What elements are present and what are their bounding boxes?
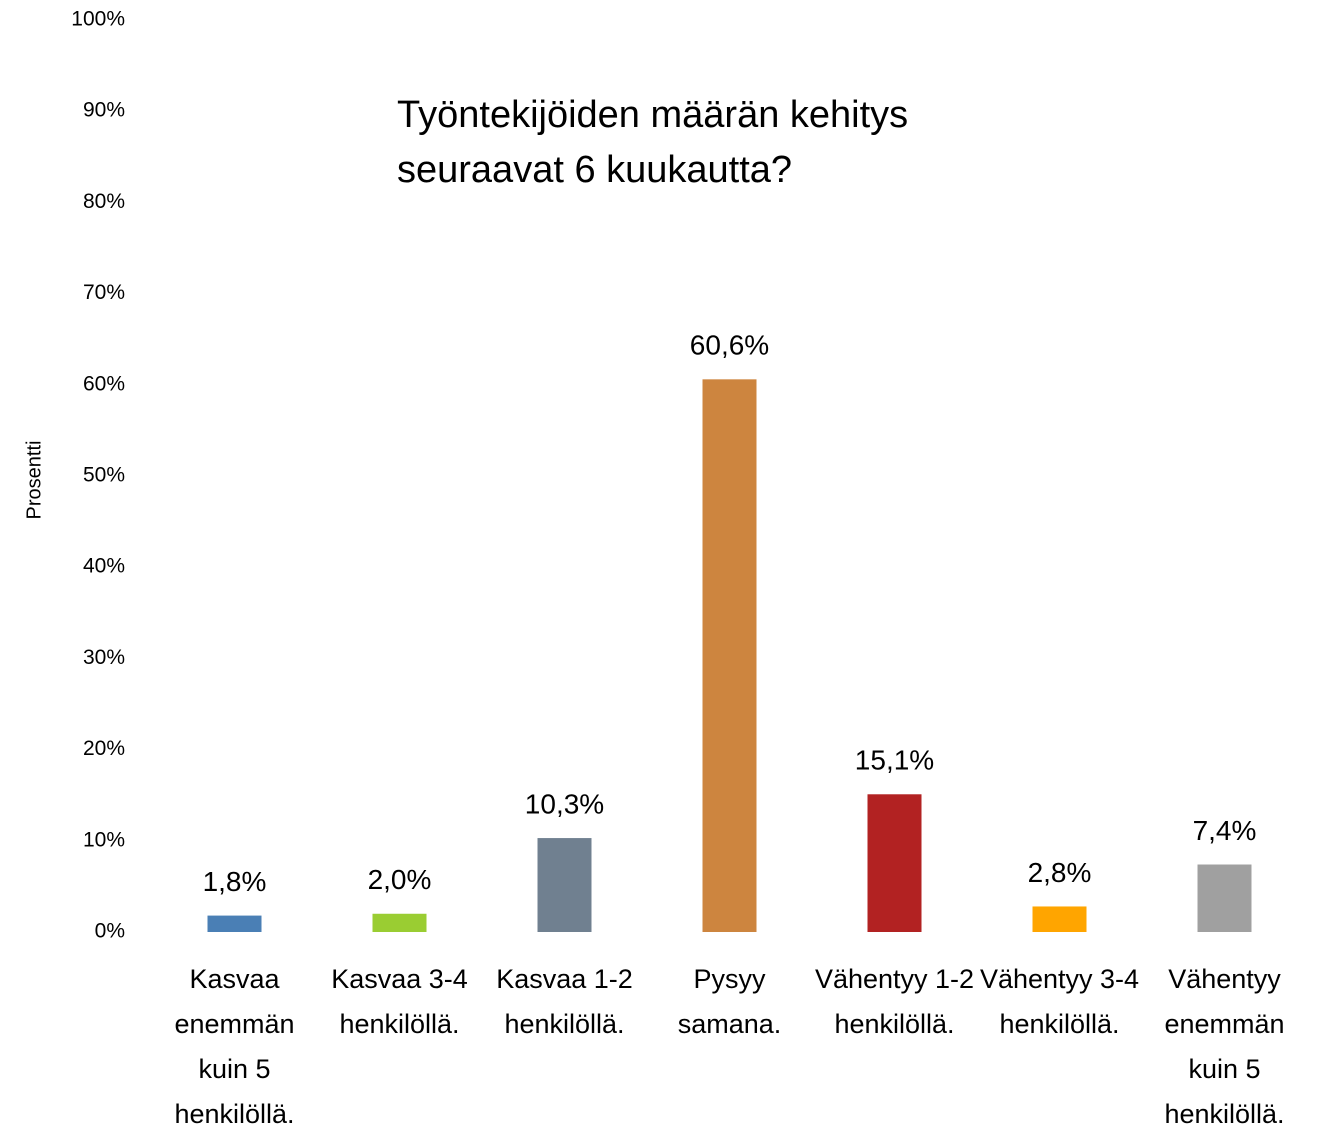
x-tick-label: Pysyy samana. — [677, 964, 782, 1039]
value-label: 7,4% — [1193, 815, 1257, 846]
y-tick-label: 0% — [95, 920, 125, 943]
value-label: 15,1% — [855, 745, 934, 776]
y-tick-label: 30% — [83, 646, 125, 669]
x-tick-label: Kasvaa 3-4 henkilöllä. — [331, 964, 468, 1039]
y-tick-label: 20% — [83, 737, 125, 760]
value-label: 1,8% — [203, 866, 267, 897]
y-tick-label: 50% — [83, 464, 125, 487]
y-axis-label: Prosentti — [23, 441, 45, 520]
bar — [867, 794, 922, 932]
bar — [372, 913, 427, 932]
y-tick-label: 100% — [71, 8, 125, 31]
x-tick-label: Kasvaa 1-2 henkilöllä. — [496, 964, 633, 1039]
y-tick-label: 10% — [83, 828, 125, 851]
bar — [207, 915, 262, 932]
y-tick-label: 90% — [83, 99, 125, 122]
y-tick-label: 60% — [83, 372, 125, 395]
bar — [1197, 864, 1252, 932]
value-label: 60,6% — [690, 330, 769, 361]
y-tick-label: 40% — [83, 555, 125, 578]
value-label: 2,0% — [368, 864, 432, 895]
y-tick-label: 70% — [83, 281, 125, 304]
bar — [702, 379, 757, 932]
x-tick-label: Vähentyy 1-2 henkilöllä. — [814, 964, 975, 1039]
bar — [1032, 906, 1087, 932]
chart-title: Työntekijöiden määrän kehitys seuraavat … — [397, 94, 909, 191]
x-tick-label: Kasvaa enemmän kuin 5 henkilöllä. — [174, 964, 295, 1129]
x-tick-label: Vähentyy 3-4 henkilöllä. — [979, 964, 1140, 1039]
x-tick-label: Vähentyy enemmän kuin 5 henkilöllä. — [1164, 964, 1285, 1129]
value-label: 10,3% — [525, 788, 604, 819]
y-tick-label: 80% — [83, 190, 125, 213]
bar — [537, 838, 592, 932]
value-label: 2,8% — [1028, 857, 1092, 888]
